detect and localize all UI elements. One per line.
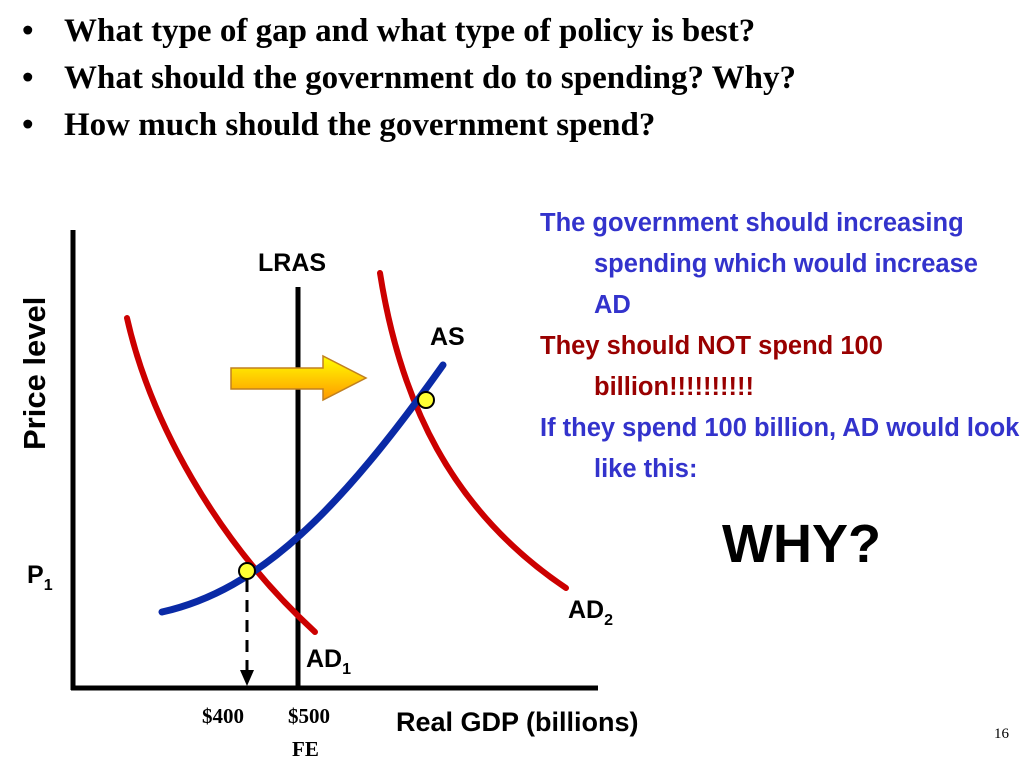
explanation-box: The government should increasing spendin… xyxy=(540,203,1020,490)
y-axis-label: Price level xyxy=(17,297,52,450)
p1-label-main: P xyxy=(27,561,44,589)
ad2-label-sub: 2 xyxy=(604,612,613,629)
page-number: 16 xyxy=(994,726,1009,742)
ad1-label: AD1 xyxy=(306,645,351,678)
bullet-icon: • xyxy=(22,13,34,49)
equilibrium-point-2 xyxy=(417,391,435,409)
question-text: What should the government do to spendin… xyxy=(64,60,796,96)
explanation-if-spend: If they spend 100 billion, AD would look… xyxy=(540,414,1020,483)
fe-label: FE xyxy=(292,737,319,761)
ad1-label-main: AD xyxy=(306,645,342,673)
x-tick-label: $500 xyxy=(288,704,330,728)
bullet-icon: • xyxy=(22,60,34,96)
down-arrow-icon xyxy=(240,670,254,686)
question-text: What type of gap and what type of policy… xyxy=(64,13,756,49)
explanation-increase-spending: The government should increasing spendin… xyxy=(540,209,978,319)
ad2-label: AD2 xyxy=(568,596,613,629)
as-curve xyxy=(158,361,447,616)
ad1-curve xyxy=(124,315,318,635)
bullet-icon: • xyxy=(22,107,34,143)
ad1-label-sub: 1 xyxy=(342,661,351,678)
question-item: • What should the government do to spendi… xyxy=(22,55,1022,102)
ad2-curve xyxy=(377,270,569,591)
question-item: • How much should the government spend? xyxy=(22,102,1022,149)
explanation-warning: They should NOT spend 100 billion!!!!!!!… xyxy=(540,332,883,401)
shift-right-arrow xyxy=(230,354,368,402)
p1-label: P1 xyxy=(27,561,53,594)
question-text: How much should the government spend? xyxy=(64,107,656,143)
ad2-label-main: AD xyxy=(568,596,604,624)
as-label: AS xyxy=(430,323,465,351)
equilibrium-point-1 xyxy=(238,562,256,580)
lras-label: LRAS xyxy=(258,249,326,277)
question-item: • What type of gap and what type of polic… xyxy=(22,8,1022,55)
x-tick-label: $400 xyxy=(202,704,244,728)
x-axis-label: Real GDP (billions) xyxy=(396,707,639,737)
question-list: • What type of gap and what type of polic… xyxy=(22,8,1022,149)
p1-label-sub: 1 xyxy=(44,577,53,594)
why-heading: WHY? xyxy=(722,514,881,574)
